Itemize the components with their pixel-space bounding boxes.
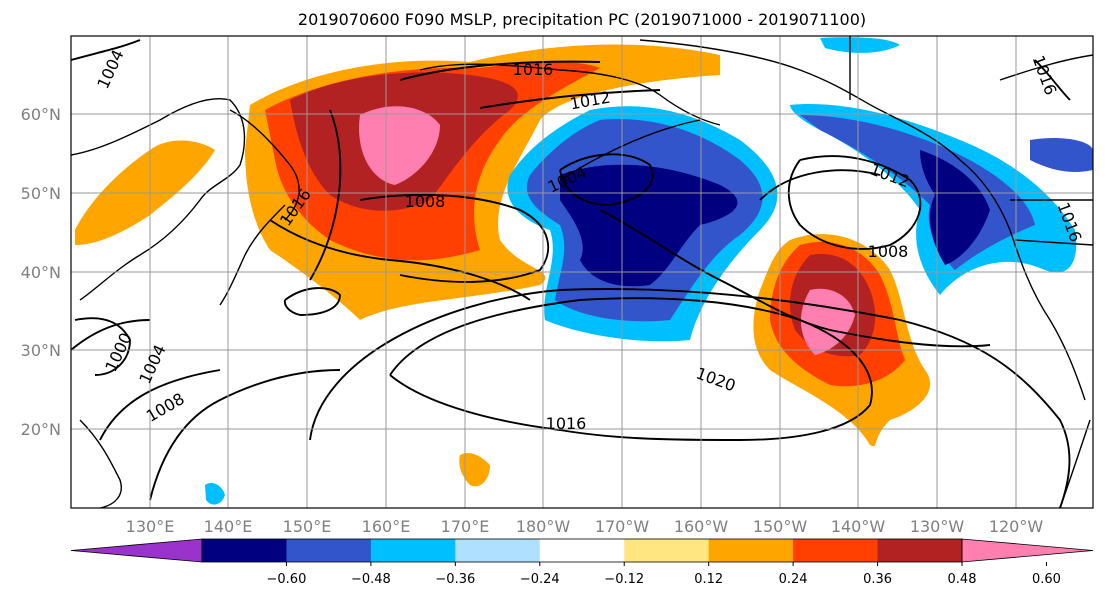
isobar-label: 1016 xyxy=(513,60,554,79)
colorbar-tick-label: −0.60 xyxy=(267,572,307,587)
longitude-labels: 130°E 140°E 150°E 160°E 170°E 180°W 170°W 160°W… xyxy=(126,517,1044,536)
colorbar-segment xyxy=(202,539,287,562)
lon-label: 150°W xyxy=(753,517,808,536)
gridlines xyxy=(71,36,1093,508)
lon-label: 170°E xyxy=(441,517,490,536)
colorbar-extend-high xyxy=(961,538,1094,563)
negative-area-central-navy xyxy=(560,164,738,287)
colorbar-segment xyxy=(793,539,879,562)
figure-title: 2019070600 F090 MSLP, precipitation PC (… xyxy=(298,10,866,29)
negative-area-small-1 xyxy=(205,483,225,505)
map-frame xyxy=(70,35,1094,509)
positive-area-northwest-pink xyxy=(359,106,440,185)
colorbar-segment xyxy=(624,539,710,562)
colorbar-segment xyxy=(877,539,963,562)
lon-label: 120°W xyxy=(989,517,1044,536)
colorbar: −0.60 −0.48 −0.36 −0.24 −0.12 0.12 0.24 0.36 0.4… xyxy=(70,538,1094,587)
lat-label: 20°N xyxy=(21,420,61,439)
lat-label: 40°N xyxy=(21,263,61,282)
colorbar-segment xyxy=(455,539,541,562)
negative-area-canada xyxy=(1030,138,1093,172)
lon-label: 180°W xyxy=(516,517,571,536)
isobar-label: 1008 xyxy=(868,242,909,261)
coastlines xyxy=(71,36,1093,508)
positive-area-small-1 xyxy=(459,453,490,487)
lon-label: 170°W xyxy=(595,517,650,536)
lon-label: 150°E xyxy=(283,517,332,536)
latitude-labels: 60°N 50°N 40°N 30°N 20°N xyxy=(21,105,61,439)
colorbar-extend-low xyxy=(70,538,203,563)
colorbar-segment xyxy=(708,539,794,562)
colorbar-frame xyxy=(201,538,963,563)
lat-label: 60°N xyxy=(21,105,61,124)
lat-label: 30°N xyxy=(21,341,61,360)
lon-label: 160°E xyxy=(362,517,411,536)
colorbar-tick-label: 0.12 xyxy=(694,572,723,587)
colorbar-tick-label: 0.24 xyxy=(779,572,808,587)
colorbar-segment xyxy=(286,539,372,562)
colorbar-tick-label: 0.48 xyxy=(948,572,977,587)
colorbar-tick-label: −0.24 xyxy=(520,572,560,587)
colorbar-segment xyxy=(539,539,625,562)
lat-label: 50°N xyxy=(21,184,61,203)
negative-area-arctic xyxy=(820,37,900,53)
colorbar-tick-label: −0.12 xyxy=(604,572,644,587)
colorbar-tick-label: −0.36 xyxy=(435,572,475,587)
isobars xyxy=(71,39,1071,508)
lon-label: 140°W xyxy=(831,517,886,536)
isobar-label: 1016 xyxy=(546,414,587,433)
colorbar-tick-label: 0.60 xyxy=(1032,572,1061,587)
lon-label: 130°W xyxy=(910,517,965,536)
colorbar-tick-label: −0.48 xyxy=(351,572,391,587)
colorbar-segment xyxy=(370,539,456,562)
colorbar-tick-label: 0.36 xyxy=(863,572,892,587)
lon-label: 160°W xyxy=(674,517,729,536)
isobar-label: 1008 xyxy=(405,192,446,211)
lon-label: 140°E xyxy=(204,517,253,536)
lon-label: 130°E xyxy=(126,517,175,536)
